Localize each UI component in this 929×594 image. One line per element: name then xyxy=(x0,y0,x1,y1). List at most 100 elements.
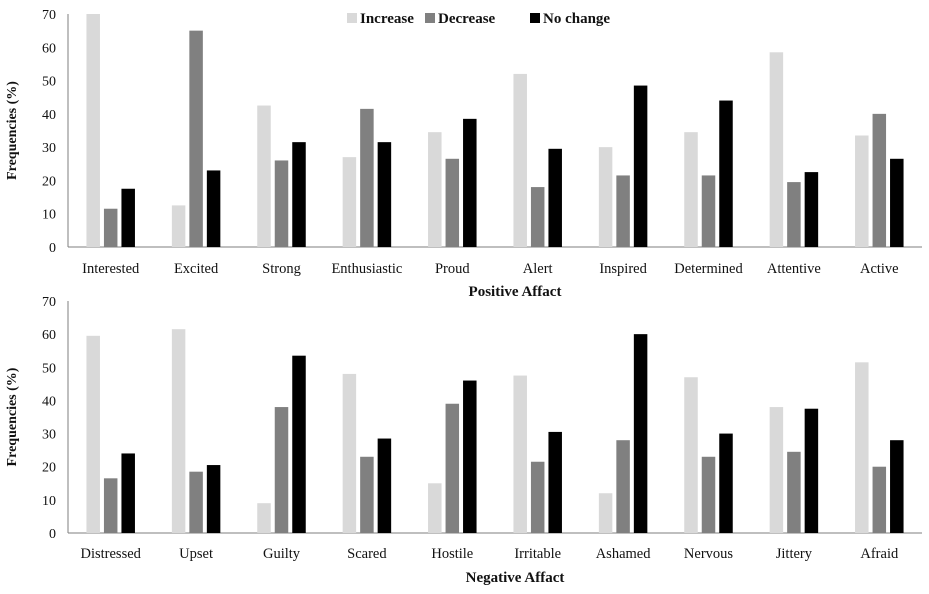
y-tick-label: 40 xyxy=(42,108,56,123)
bar-no-change xyxy=(206,465,221,533)
y-tick-label: 60 xyxy=(42,41,56,56)
legend-swatch xyxy=(425,13,435,23)
bar-no-change xyxy=(633,334,648,533)
y-axis-label: Frequencies (%) xyxy=(5,81,20,180)
x-tick-label: Nervous xyxy=(684,546,733,562)
bar-increase xyxy=(513,375,527,533)
bar-no-change xyxy=(548,148,562,247)
bar-increase xyxy=(342,157,357,247)
x-tick-label: Inspired xyxy=(599,261,647,277)
x-tick-label: Guilty xyxy=(263,546,301,562)
bar-decrease xyxy=(189,471,203,533)
bar-no-change xyxy=(463,118,477,247)
bar-no-change xyxy=(804,408,819,533)
bar-increase xyxy=(513,73,527,248)
x-tick-label: Attentive xyxy=(767,261,821,277)
bar-no-change xyxy=(121,188,135,247)
x-tick-label: Strong xyxy=(262,261,301,277)
bar-increase xyxy=(855,362,869,533)
bar-decrease xyxy=(274,160,289,247)
bar-decrease xyxy=(189,30,203,248)
bar-no-change xyxy=(121,453,135,533)
legend-swatch xyxy=(530,13,540,23)
bar-decrease xyxy=(701,175,716,247)
bar-decrease xyxy=(103,478,118,533)
bar-decrease xyxy=(787,451,801,533)
y-tick-label: 0 xyxy=(49,241,56,256)
x-tick-label: Excited xyxy=(174,261,219,277)
x-tick-label: Interested xyxy=(82,261,140,277)
bar-increase xyxy=(171,205,186,247)
bar-increase xyxy=(86,335,100,533)
y-tick-label: 20 xyxy=(42,174,56,189)
y-tick-label: 40 xyxy=(42,394,56,409)
x-tick-label: Hostile xyxy=(431,546,473,562)
bar-increase xyxy=(684,377,698,533)
x-tick-label: Alert xyxy=(523,261,553,277)
bar-increase xyxy=(855,135,869,247)
bar-decrease xyxy=(701,456,716,533)
legend-swatch xyxy=(347,13,357,23)
y-tick-label: 50 xyxy=(42,361,56,376)
legend-entry: No change xyxy=(543,11,610,27)
bar-increase xyxy=(342,373,357,533)
bar-no-change xyxy=(719,433,733,533)
y-tick-label: 60 xyxy=(42,328,56,343)
y-tick-label: 70 xyxy=(42,8,56,23)
bar-decrease xyxy=(103,208,118,247)
y-tick-label: 30 xyxy=(42,428,56,443)
y-tick-label: 10 xyxy=(42,494,56,509)
chart-panel-1: 0 10 20 30 40 50 60 70 Frequencies (%) Interested… xyxy=(5,8,922,300)
bar-no-change xyxy=(377,142,392,247)
bar-decrease xyxy=(445,403,460,533)
x-tick-label: Upset xyxy=(179,546,213,562)
x-tick-label: Enthusiastic xyxy=(331,261,402,277)
bar-decrease xyxy=(445,158,460,247)
bar-decrease xyxy=(274,407,289,533)
bar-increase xyxy=(86,14,100,247)
bar-no-change xyxy=(206,170,221,247)
y-axis-label: Frequencies (%) xyxy=(5,367,20,466)
x-axis-label: Positive Affact xyxy=(469,284,562,300)
bar-decrease xyxy=(872,113,887,247)
bar-no-change xyxy=(292,142,306,247)
bar-no-change xyxy=(804,172,819,247)
bar-no-change xyxy=(890,158,904,247)
bar-decrease xyxy=(360,108,374,247)
bar-increase xyxy=(769,407,784,533)
x-tick-label: Ashamed xyxy=(596,546,652,562)
bar-decrease xyxy=(616,440,630,533)
legend-entry: Increase xyxy=(360,11,414,27)
bar-increase xyxy=(428,483,442,533)
bar-decrease xyxy=(616,175,630,247)
x-tick-label: Irritable xyxy=(514,546,561,562)
legend-entry: Decrease xyxy=(438,11,496,27)
bar-increase xyxy=(257,105,271,248)
bar-decrease xyxy=(787,182,801,247)
y-tick-label: 50 xyxy=(42,75,56,90)
bar-increase xyxy=(428,132,442,247)
bar-increase xyxy=(769,52,784,248)
x-axis-label: Negative Affact xyxy=(466,570,565,586)
x-tick-label: Active xyxy=(860,261,899,277)
bar-increase xyxy=(171,329,186,533)
bar-no-change xyxy=(548,431,562,533)
x-tick-label: Scared xyxy=(347,546,387,562)
bar-decrease xyxy=(872,466,887,533)
chart-panel-2: 0 10 20 30 40 50 60 70 Frequencies (%) Distressed… xyxy=(5,295,922,586)
bar-increase xyxy=(684,132,698,247)
bar-no-change xyxy=(292,355,306,533)
bar-no-change xyxy=(890,440,904,533)
x-tick-label: Jittery xyxy=(776,546,813,562)
y-tick-label: 10 xyxy=(42,208,56,223)
x-tick-label: Distressed xyxy=(80,546,141,562)
y-tick-label: 0 xyxy=(49,527,56,542)
bar-increase xyxy=(598,147,613,247)
bar-no-change xyxy=(463,380,477,533)
bar-no-change xyxy=(377,438,392,533)
bar-increase xyxy=(598,493,613,533)
x-tick-label: Proud xyxy=(435,261,470,277)
x-tick-label: Afraid xyxy=(860,546,899,562)
